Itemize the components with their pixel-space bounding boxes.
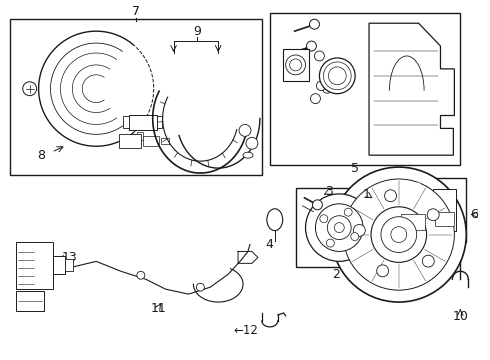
- Circle shape: [239, 125, 251, 136]
- Circle shape: [427, 209, 439, 221]
- Ellipse shape: [323, 88, 331, 93]
- Circle shape: [326, 239, 334, 247]
- Circle shape: [385, 190, 396, 202]
- Text: 6: 6: [470, 208, 478, 221]
- Bar: [123, 117, 129, 129]
- Bar: [53, 256, 65, 274]
- Polygon shape: [407, 183, 418, 189]
- Bar: [10, 19, 262, 175]
- Text: 7: 7: [132, 5, 140, 18]
- Circle shape: [321, 66, 331, 76]
- Circle shape: [290, 59, 301, 71]
- Circle shape: [334, 223, 344, 233]
- Text: 5: 5: [351, 162, 359, 175]
- Bar: [65, 260, 74, 271]
- Text: 11: 11: [151, 302, 167, 315]
- Circle shape: [23, 82, 37, 96]
- Circle shape: [381, 217, 416, 252]
- Bar: [143, 136, 159, 146]
- Circle shape: [196, 283, 204, 291]
- Ellipse shape: [267, 209, 283, 231]
- Text: 2: 2: [332, 268, 340, 281]
- Bar: [129, 114, 157, 130]
- Circle shape: [377, 265, 389, 277]
- Circle shape: [353, 225, 365, 237]
- Circle shape: [391, 227, 407, 243]
- Text: 1: 1: [363, 188, 371, 201]
- Bar: [157, 117, 162, 129]
- Bar: [16, 291, 44, 311]
- Text: 10: 10: [452, 310, 468, 323]
- Bar: [16, 242, 53, 289]
- Text: 8: 8: [38, 149, 46, 162]
- Circle shape: [306, 194, 373, 261]
- Circle shape: [313, 200, 322, 210]
- Text: 13: 13: [61, 251, 77, 264]
- Circle shape: [323, 62, 351, 90]
- Circle shape: [137, 271, 145, 279]
- Circle shape: [317, 81, 326, 91]
- Ellipse shape: [243, 152, 253, 158]
- Circle shape: [311, 94, 320, 104]
- Circle shape: [319, 58, 355, 94]
- Circle shape: [286, 55, 306, 75]
- Circle shape: [422, 255, 434, 267]
- Text: ←12: ←12: [233, 324, 258, 337]
- Bar: [119, 134, 141, 148]
- Text: 4: 4: [266, 238, 274, 251]
- Circle shape: [328, 67, 346, 85]
- Bar: [295, 188, 377, 267]
- Circle shape: [307, 41, 317, 51]
- Bar: [399, 187, 427, 235]
- Polygon shape: [39, 31, 133, 146]
- Circle shape: [315, 51, 324, 61]
- Polygon shape: [369, 23, 454, 155]
- Circle shape: [331, 167, 466, 302]
- Circle shape: [343, 179, 454, 290]
- Text: 3: 3: [325, 185, 333, 198]
- Circle shape: [327, 216, 351, 239]
- Circle shape: [371, 207, 427, 262]
- Circle shape: [310, 19, 319, 29]
- Bar: [283, 49, 309, 81]
- Bar: [161, 138, 169, 144]
- Circle shape: [344, 208, 352, 216]
- Circle shape: [316, 204, 363, 251]
- Bar: [435, 212, 454, 226]
- Circle shape: [246, 137, 258, 149]
- Bar: [401, 214, 425, 230]
- Bar: [433, 189, 456, 231]
- Bar: [270, 13, 460, 165]
- Bar: [137, 132, 143, 140]
- Text: 9: 9: [194, 24, 201, 38]
- Bar: [391, 178, 466, 242]
- Circle shape: [351, 233, 359, 240]
- Circle shape: [320, 215, 328, 223]
